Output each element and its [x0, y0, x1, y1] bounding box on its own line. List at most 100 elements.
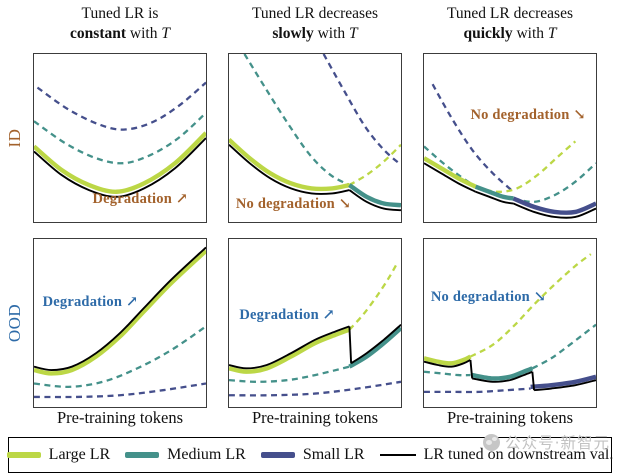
tuned-lr-curve — [351, 325, 401, 364]
tuned-lr-curve — [476, 192, 514, 204]
large-lr-curve — [229, 140, 349, 189]
panel-ood-constant: Degradation ↗ — [33, 238, 207, 408]
large-lr-curve — [424, 357, 470, 364]
small-lr-swatch — [260, 452, 295, 458]
x-axis-label: Pre-training tokens — [251, 408, 378, 427]
legend-item-large-lr: Large LR — [6, 446, 111, 464]
title-italic-T: T — [547, 24, 557, 42]
medium-lr-curve — [424, 372, 470, 375]
title-bold-word: quickly — [463, 24, 513, 42]
large-lr-curve — [229, 330, 349, 372]
legend-item-medium-lr: Medium LR — [125, 446, 246, 464]
medium-lr-curve — [349, 328, 401, 367]
watermark: 公众号·新智元 — [483, 431, 610, 453]
legend-label: Large LR — [48, 446, 111, 463]
tuned-lr-curve — [349, 326, 351, 363]
small-lr-curve — [531, 377, 596, 387]
panel-canvas — [424, 54, 596, 222]
small-lr-curve — [433, 84, 514, 192]
medium-lr-curve — [476, 187, 514, 199]
title-italic-T: T — [161, 24, 170, 42]
annotation: No degradation ↘ — [430, 288, 547, 305]
title-bold-word: constant — [70, 24, 127, 42]
column-titles: Tuned LR is constant with T Tuned LR dec… — [33, 4, 597, 52]
tuned-lr-curve — [349, 190, 401, 210]
tuned-lr-curve — [470, 360, 472, 378]
tuned-lr-curve — [34, 247, 206, 370]
title-line1: Tuned LR decreases — [252, 5, 378, 22]
panel-ood-slowly: Degradation ↗ — [228, 238, 402, 408]
panel-canvas — [229, 239, 401, 407]
large-lr-swatch — [6, 452, 41, 458]
annotation: No degradation ↘ — [235, 196, 352, 213]
tuned-lr-curve — [424, 360, 470, 367]
column-title-constant: Tuned LR is constant with T — [33, 4, 207, 52]
annotation: Degradation ↗ — [239, 307, 336, 324]
tuned-lr-curve — [229, 145, 349, 194]
row-label-id: ID — [5, 128, 24, 148]
title-mid: with — [126, 24, 162, 42]
panel-row-ood: Degradation ↗ Degradation ↗ No degradati… — [33, 238, 597, 408]
tuned-lr-curve — [424, 163, 476, 192]
medium-lr-curve — [513, 163, 596, 202]
large-lr-curve — [424, 158, 476, 187]
small-lr-curve — [229, 382, 401, 396]
medium-lr-curve — [349, 185, 401, 205]
column-title-slowly: Tuned LR decreases slowly with T — [228, 4, 402, 52]
small-lr-curve — [34, 383, 206, 397]
tuned-lr-curve — [534, 380, 596, 390]
tuned-lr-curve — [532, 372, 534, 390]
title-italic-T: T — [349, 24, 358, 42]
panel-canvas — [424, 239, 596, 407]
panel-id-slowly: No degradation ↘ — [228, 53, 402, 223]
tuned-lr-curve — [229, 326, 349, 368]
legend-label: Medium LR — [167, 446, 246, 463]
tuned-lr-swatch — [379, 453, 416, 457]
medium-lr-curve — [472, 368, 532, 378]
annotation: Degradation ↗ — [42, 293, 139, 310]
large-lr-curve — [349, 145, 401, 185]
legend-item-small-lr: Small LR — [260, 446, 365, 464]
panel-canvas — [229, 54, 401, 222]
tuned-lr-curve — [34, 138, 206, 197]
title-line1: Tuned LR is — [81, 5, 159, 22]
legend: Large LR Medium LR Small LR LR tuned on … — [6, 437, 614, 473]
watermark-text: 公众号·新智元 — [505, 434, 610, 452]
large-lr-curve — [470, 254, 590, 356]
x-axis-label: Pre-training tokens — [56, 408, 183, 427]
title-mid: with — [512, 24, 548, 42]
small-lr-curve — [424, 389, 531, 392]
tuned-lr-curve — [513, 204, 596, 218]
column-title-quickly: Tuned LR decreases quickly with T — [423, 4, 597, 52]
medium-lr-curve — [532, 325, 596, 369]
legend-item-tuned-lr: LR tuned on downstream val. — [379, 446, 614, 464]
large-lr-curve — [349, 263, 397, 330]
legend-label: Small LR — [302, 446, 365, 463]
medium-lr-curve — [244, 54, 349, 185]
x-axis-label: Pre-training tokens — [446, 408, 573, 427]
medium-lr-curve — [229, 367, 349, 382]
small-lr-curve — [324, 54, 401, 165]
title-bold-word: slowly — [272, 24, 314, 42]
legend-label: LR tuned on downstream val. — [423, 446, 614, 463]
large-lr-curve — [34, 251, 206, 374]
medium-lr-swatch — [125, 452, 160, 458]
small-lr-curve — [37, 83, 206, 130]
annotation: Degradation ↗ — [92, 191, 189, 208]
watermark-logo-icon — [483, 433, 501, 451]
panel-id-constant: Degradation ↗ — [33, 53, 207, 223]
medium-lr-curve — [34, 113, 206, 163]
title-line1: Tuned LR decreases — [447, 5, 573, 22]
panel-ood-quickly: No degradation ↘ — [423, 238, 597, 408]
panel-canvas — [34, 239, 206, 407]
annotation: No degradation ↘ — [470, 107, 586, 124]
row-label-ood: OOD — [5, 303, 24, 343]
large-lr-curve — [476, 141, 576, 191]
small-lr-curve — [513, 198, 596, 212]
panel-row-id: Degradation ↗ No degradation ↘ No degrad… — [33, 53, 597, 223]
x-axis-labels: Pre-training tokens Pre-training tokens … — [33, 408, 597, 432]
tuned-lr-curve — [472, 372, 532, 382]
panel-canvas — [34, 54, 206, 222]
title-mid: with — [313, 24, 350, 42]
